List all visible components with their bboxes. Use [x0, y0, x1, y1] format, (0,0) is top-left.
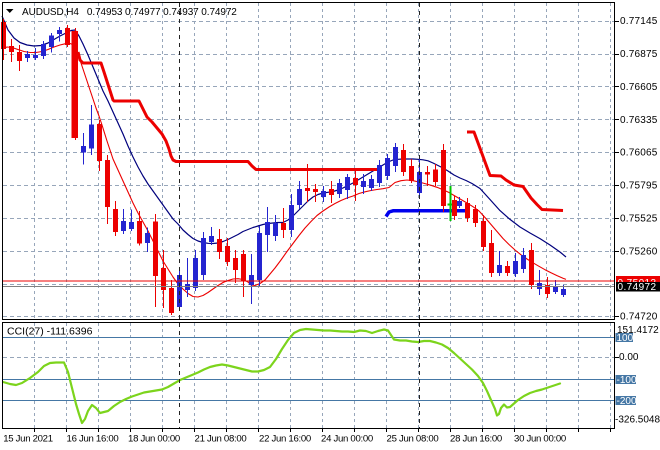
svg-text:15 Jun 2021: 15 Jun 2021 — [3, 434, 53, 445]
svg-text:-100: -100 — [617, 375, 637, 386]
svg-text:30 Jun 00:00: 30 Jun 00:00 — [514, 434, 566, 445]
svg-text:0.77145: 0.77145 — [620, 16, 658, 27]
svg-text:100: 100 — [617, 333, 634, 344]
svg-text:16 Jun 16:00: 16 Jun 16:00 — [67, 434, 119, 445]
svg-text:0.74972: 0.74972 — [618, 282, 657, 293]
svg-text:21 Jun 08:00: 21 Jun 08:00 — [195, 434, 247, 445]
svg-text:0.75525: 0.75525 — [620, 214, 658, 225]
svg-text:0.76065: 0.76065 — [620, 148, 658, 159]
svg-text:AUDUSD,H4 0.74953 0.74977 0.: AUDUSD,H4 0.74953 0.74977 0.74937 0.7497… — [22, 7, 237, 18]
svg-text:-200: -200 — [617, 396, 637, 407]
svg-text:18 Jun 00:00: 18 Jun 00:00 — [128, 434, 180, 445]
svg-text:0.75795: 0.75795 — [620, 181, 658, 192]
svg-text:0.76335: 0.76335 — [620, 115, 658, 126]
svg-text:28 Jun 16:00: 28 Jun 16:00 — [450, 434, 502, 445]
svg-text:25 Jun 08:00: 25 Jun 08:00 — [387, 434, 439, 445]
svg-text:-326.5048: -326.5048 — [615, 415, 660, 426]
svg-text:0.00: 0.00 — [619, 352, 639, 363]
svg-text:0.76875: 0.76875 — [620, 49, 658, 60]
svg-text:0.76605: 0.76605 — [620, 82, 658, 93]
svg-text:0.74720: 0.74720 — [620, 312, 658, 323]
svg-text:CCI(27) -111.6396: CCI(27) -111.6396 — [7, 326, 93, 338]
svg-text:0.75260: 0.75260 — [620, 246, 658, 257]
svg-text:151.4172: 151.4172 — [617, 325, 659, 336]
svg-text:22 Jun 16:00: 22 Jun 16:00 — [259, 434, 311, 445]
svg-text:24 Jun 00:00: 24 Jun 00:00 — [321, 434, 373, 445]
